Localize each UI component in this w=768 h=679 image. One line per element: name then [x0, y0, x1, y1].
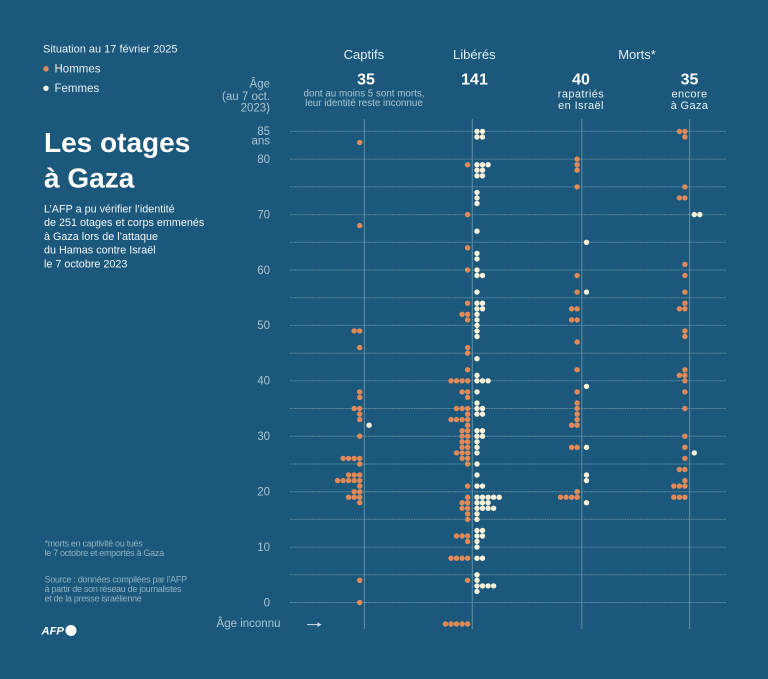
svg-text:30: 30: [257, 431, 270, 443]
svg-text:Les otages: Les otages: [44, 127, 190, 158]
svg-text:ans: ans: [251, 136, 270, 148]
svg-text:Âge inconnu: Âge inconnu: [217, 617, 281, 630]
svg-text:0: 0: [264, 597, 270, 609]
svg-text:2023): 2023): [241, 103, 271, 115]
svg-text:Source : données compilées par: Source : données compilées par l’AFP: [45, 574, 188, 584]
svg-text:*morts en captivité ou tués: *morts en captivité ou tués: [45, 539, 144, 549]
svg-text:Captifs: Captifs: [344, 47, 385, 62]
svg-text:Libérés: Libérés: [453, 47, 496, 62]
svg-text:35: 35: [357, 72, 375, 89]
svg-text:AFP: AFP: [41, 626, 65, 638]
svg-text:50: 50: [257, 320, 270, 332]
svg-text:(au 7 oct.: (au 7 oct.: [222, 91, 270, 103]
svg-text:et de la presse israélienne: et de la presse israélienne: [45, 594, 142, 604]
svg-text:Situation au 17 février 2025: Situation au 17 février 2025: [43, 44, 178, 56]
svg-text:à Gaza: à Gaza: [671, 100, 709, 112]
svg-text:20: 20: [257, 487, 270, 499]
svg-text:40: 40: [257, 376, 270, 388]
svg-text:85: 85: [257, 126, 270, 138]
svg-text:70: 70: [257, 209, 270, 221]
svg-text:Hommes: Hommes: [55, 64, 101, 76]
svg-text:35: 35: [681, 72, 699, 89]
svg-text:80: 80: [257, 154, 270, 166]
svg-text:L’AFP a pu vérifier l’identité: L’AFP a pu vérifier l’identité: [44, 204, 175, 216]
svg-text:Morts*: Morts*: [618, 47, 656, 62]
svg-text:dont au moins 5 sont morts,: dont au moins 5 sont morts,: [304, 89, 425, 100]
svg-text:encore: encore: [671, 89, 707, 101]
svg-text:à Gaza lors de l’attaque: à Gaza lors de l’attaque: [44, 231, 158, 243]
svg-text:Âge: Âge: [250, 78, 270, 91]
svg-text:141: 141: [461, 72, 488, 89]
svg-text:Femmes: Femmes: [55, 83, 100, 95]
svg-text:rapatriés: rapatriés: [558, 89, 604, 101]
svg-text:10: 10: [257, 542, 270, 554]
svg-text:de 251 otages et corps emmenés: de 251 otages et corps emmenés: [44, 217, 205, 229]
svg-text:leur identité reste inconnue: leur identité reste inconnue: [305, 98, 423, 109]
svg-text:le 7 octobre et emportés à Gaz: le 7 octobre et emportés à Gaza: [45, 548, 165, 558]
svg-text:à partir de son réseau de jour: à partir de son réseau de journalistes: [45, 584, 182, 594]
svg-text:à Gaza: à Gaza: [44, 163, 135, 194]
svg-text:du Hamas contre Israël: du Hamas contre Israël: [44, 245, 156, 257]
svg-text:en Israël: en Israël: [558, 100, 604, 112]
svg-text:40: 40: [572, 72, 590, 89]
svg-text:60: 60: [257, 265, 270, 277]
svg-text:le 7 octobre 2023: le 7 octobre 2023: [44, 258, 127, 270]
